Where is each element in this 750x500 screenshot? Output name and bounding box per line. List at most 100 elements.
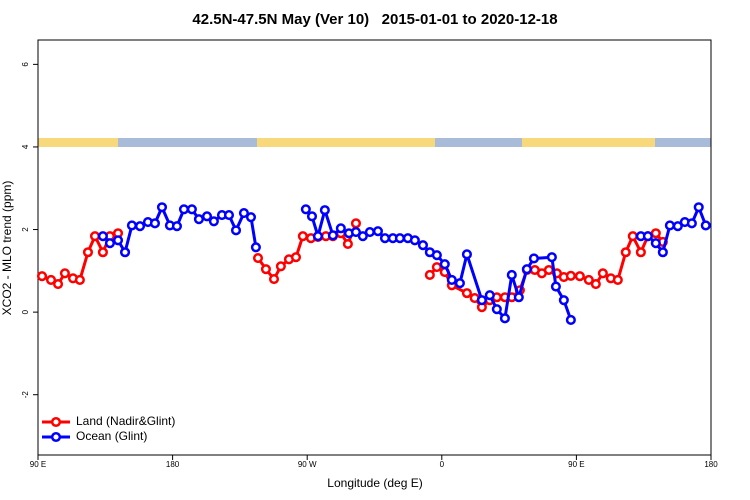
data-point <box>350 218 362 229</box>
data-point <box>342 238 353 250</box>
data-point <box>574 271 585 282</box>
data-point <box>394 233 405 244</box>
data-point <box>431 262 442 273</box>
data-point <box>319 205 330 216</box>
data-point <box>275 261 286 272</box>
land-mask-strip <box>38 138 711 147</box>
data-point <box>201 211 213 222</box>
x-axis-label: Longitude (deg E) <box>327 476 422 490</box>
data-point <box>364 226 375 238</box>
data-point <box>446 274 457 285</box>
data-point <box>74 274 85 285</box>
data-point <box>52 278 64 290</box>
x-tick-label: 90 E <box>568 460 584 469</box>
data-point <box>590 278 601 290</box>
y-tick-label: -2 <box>21 391 30 399</box>
x-tick-label: 90 W <box>298 460 317 469</box>
data-point <box>642 231 653 242</box>
y-tick-label: 2 <box>21 227 30 232</box>
y-tick-label: 6 <box>21 62 30 67</box>
data-point <box>245 212 257 223</box>
data-point <box>260 264 271 275</box>
data-point <box>513 292 524 303</box>
data-point <box>238 207 249 219</box>
data-point <box>700 220 711 231</box>
data-point <box>597 268 608 279</box>
data-point <box>252 252 264 264</box>
data-point <box>97 231 108 242</box>
x-tick-label: 90 E <box>30 460 46 469</box>
data-point <box>104 238 115 249</box>
data-point <box>484 290 495 301</box>
legend-marker <box>50 416 62 428</box>
data-point <box>546 252 557 263</box>
data-point <box>657 247 668 258</box>
data-point <box>565 314 576 326</box>
data-point <box>134 221 146 232</box>
data-point <box>672 221 683 232</box>
data-point <box>268 274 280 285</box>
data-point <box>417 240 429 251</box>
data-point <box>126 220 137 231</box>
data-point <box>290 252 302 263</box>
data-point <box>119 247 131 258</box>
data-point <box>686 218 697 229</box>
y-tick-label: 4 <box>21 144 30 149</box>
data-point <box>297 231 308 242</box>
data-point <box>528 253 539 264</box>
data-point <box>664 220 675 231</box>
data-point <box>431 250 442 261</box>
data-point <box>454 278 465 289</box>
data-point <box>112 235 124 246</box>
data-point <box>409 235 420 246</box>
data-point <box>627 231 638 242</box>
data-point <box>693 202 704 213</box>
data-point <box>45 274 57 285</box>
legend-marker <box>50 431 62 443</box>
data-point <box>583 274 594 285</box>
data-point <box>186 204 197 215</box>
data-point <box>59 268 70 279</box>
data-point <box>550 281 561 292</box>
data-point <box>543 264 554 276</box>
data-point <box>620 247 631 258</box>
data-point <box>476 295 487 306</box>
data-point <box>558 295 569 306</box>
data-point <box>461 288 472 299</box>
data-point <box>612 274 623 285</box>
data-point <box>372 226 383 237</box>
chart-title: 42.5N-47.5N May (Ver 10) 2015-01-01 to 2… <box>192 11 557 28</box>
data-point <box>379 233 391 244</box>
legend-label: Land (Nadir&Glint) <box>76 414 175 428</box>
data-point <box>650 238 661 249</box>
x-tick-label: 0 <box>440 460 445 469</box>
data-point <box>635 247 646 258</box>
data-point <box>499 313 510 324</box>
data-point <box>149 218 161 229</box>
data-point <box>230 225 242 236</box>
legend-label: Ocean (Glint) <box>76 429 147 443</box>
data-point <box>223 210 235 221</box>
data-point <box>565 270 576 281</box>
data-point <box>193 214 204 225</box>
data-point <box>312 231 324 242</box>
x-tick-label: 180 <box>166 460 180 469</box>
data-point <box>156 202 168 213</box>
series-line <box>101 205 708 321</box>
data-point <box>97 247 108 258</box>
x-tick-label: 180 <box>704 460 718 469</box>
data-point <box>357 231 368 242</box>
data-point <box>521 264 532 275</box>
data-point <box>335 223 346 234</box>
data-point <box>350 226 362 238</box>
data-point <box>424 269 435 281</box>
data-point <box>491 304 502 315</box>
y-tick-label: 0 <box>21 309 30 314</box>
plot-frame <box>37 39 712 456</box>
data-point <box>506 269 517 281</box>
data-point <box>171 221 182 232</box>
data-point <box>306 211 318 222</box>
y-axis-label: XCO2 - MLO trend (ppm) <box>0 181 14 316</box>
data-point <box>327 230 338 241</box>
